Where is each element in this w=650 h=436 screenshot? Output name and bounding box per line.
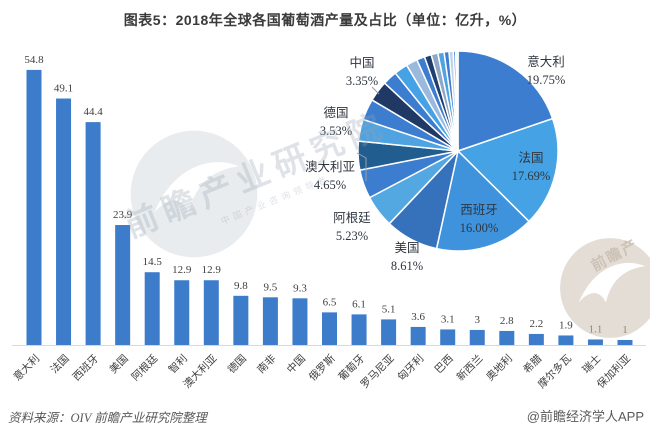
bar-value-label: 6.5 (323, 296, 337, 308)
pie-label-value: 8.61% (391, 259, 423, 273)
bar-俄罗斯 (322, 312, 337, 345)
bar-value-label: 9.3 (293, 282, 307, 294)
bar-保加利亚 (617, 339, 633, 345)
bar-智利 (174, 280, 190, 345)
bar-category-label: 法国 (48, 352, 72, 376)
bar-category-label: 奥地利 (483, 352, 514, 383)
bar-category-label: 智利 (166, 352, 190, 376)
bar-南非 (262, 297, 278, 345)
bar-category-label: 中国 (284, 352, 308, 376)
pie-label-name: 澳大利亚 (305, 160, 355, 174)
bar-罗马尼亚 (381, 319, 397, 345)
pie-label-value: 17.69% (512, 169, 551, 183)
bar-value-label: 6.1 (352, 298, 366, 310)
bar-瑞士 (587, 339, 603, 345)
bar-value-label: 23.9 (113, 209, 133, 221)
bar-希腊 (528, 333, 544, 345)
bar-value-label: 49.1 (54, 83, 73, 95)
bar-category-label: 希腊 (520, 352, 544, 376)
bar-奥地利 (499, 330, 515, 345)
bar-匈牙利 (410, 326, 426, 345)
bar-西班牙 (85, 122, 101, 345)
leader-line-china (371, 86, 380, 95)
leader-line-australia (356, 152, 367, 181)
chart-title: 图表5：2018年全球各国葡萄酒产量及占比（单位：亿升，%） (123, 12, 527, 28)
bar-category-label: 意大利 (11, 352, 42, 383)
bar-美国 (115, 225, 131, 345)
bar-value-label: 5.1 (382, 303, 396, 315)
bar-value-label: 3 (475, 314, 481, 326)
bar-中国 (292, 298, 308, 345)
bar-category-label: 匈牙利 (395, 352, 426, 383)
bar-value-label: 1 (622, 324, 628, 336)
pie-label-name: 中国 (349, 55, 374, 70)
bar-category-label: 罗马尼亚 (359, 352, 398, 391)
pie-label-value: 3.53% (320, 124, 352, 138)
pie-label-name: 西班牙 (460, 203, 498, 217)
pie-label-value: 16.00% (460, 221, 499, 235)
bar-category-label: 摩尔多瓦 (535, 352, 574, 391)
pie-slice-保加利亚 (454, 50, 459, 152)
pie-label-name: 意大利 (527, 54, 565, 69)
bar-value-label: 44.4 (83, 106, 103, 118)
pie-label-name: 德国 (323, 105, 348, 120)
bar-category-label: 阿根廷 (129, 352, 161, 384)
bar-value-label: 1.9 (559, 319, 573, 331)
bar-法国 (56, 98, 72, 345)
bar-value-label: 9.5 (264, 281, 278, 293)
pie-slice-法国 (457, 117, 559, 223)
pie-label-name: 美国 (394, 241, 419, 255)
bar-category-label: 保加利亚 (594, 352, 633, 391)
bar-葡萄牙 (351, 314, 367, 345)
bar-德国 (233, 295, 249, 345)
bar-阿根廷 (144, 272, 160, 345)
pie-slice-西班牙 (435, 150, 530, 252)
credit-note: @前瞻经济学人APP (526, 409, 644, 424)
bar-category-label: 俄罗斯 (306, 352, 338, 384)
bar-澳大利亚 (203, 280, 219, 345)
bar-巴西 (440, 329, 456, 345)
bar-category-label: 瑞士 (580, 352, 604, 376)
bar-category-label: 巴西 (432, 353, 455, 376)
bar-category-label: 南非 (254, 352, 278, 376)
pie-label-name: 阿根廷 (333, 211, 371, 225)
pie-label-value: 19.75% (527, 73, 566, 87)
bar-新西兰 (469, 329, 485, 345)
bar-value-label: 54.8 (24, 54, 44, 66)
bar-value-label: 14.5 (143, 256, 163, 268)
bar-value-label: 1.1 (589, 323, 603, 335)
bar-value-label: 3.1 (441, 313, 455, 325)
bar-category-label: 美国 (107, 352, 131, 376)
pie-label-value: 5.23% (336, 229, 368, 243)
bar-value-label: 12.9 (172, 264, 192, 276)
bar-value-label: 12.9 (202, 264, 222, 276)
bar-value-label: 9.8 (234, 280, 248, 292)
bar-摩尔多瓦 (558, 335, 574, 345)
pie-label-value: 4.65% (314, 178, 346, 192)
bar-category-label: 西班牙 (70, 353, 101, 384)
bar-value-label: 3.6 (411, 311, 425, 323)
source-note: 资料来源：OIV 前瞻产业研究院整理 (8, 411, 207, 425)
bar-category-label: 新西兰 (454, 352, 485, 383)
bar-value-label: 2.2 (529, 318, 543, 330)
bar-category-label: 澳大利亚 (181, 352, 220, 391)
pie-label-name: 法国 (518, 151, 543, 165)
bar-value-label: 2.8 (500, 315, 514, 327)
pie-label-value: 3.35% (346, 74, 378, 88)
bar-category-label: 德国 (225, 352, 249, 376)
bar-意大利 (26, 69, 42, 346)
